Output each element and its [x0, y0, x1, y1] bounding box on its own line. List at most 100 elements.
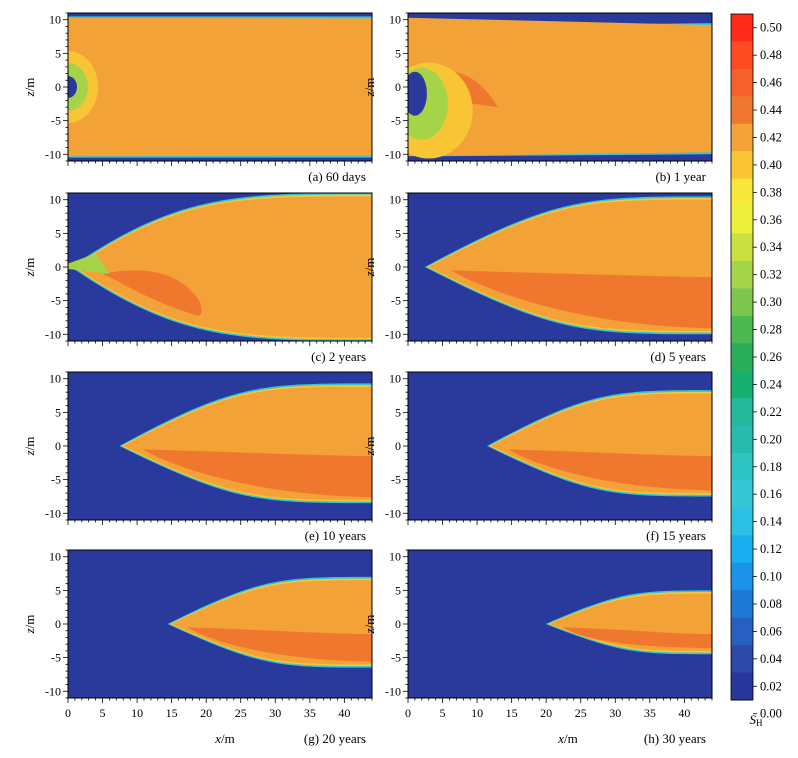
z-tick-label: -10 — [45, 506, 61, 520]
high-saturation-zone — [187, 627, 372, 662]
colorbar-swatch — [731, 645, 753, 674]
panel-g: 10 5 0 -5 -10 z/m 0 5 10 15 20 25 30 35 40 x/m (g) 20 ye… — [22, 549, 373, 746]
colorbar-tick-label: 0.42 — [760, 130, 782, 144]
z-tick-label: -10 — [45, 327, 61, 341]
colorbar-swatch — [731, 562, 753, 591]
hydrate-region — [68, 17, 372, 157]
x-tick-label: 40 — [338, 706, 350, 720]
z-tick-label: 5 — [395, 583, 401, 597]
colorbar-swatch — [731, 41, 753, 70]
colorbar-tick-label: 0.20 — [760, 432, 782, 446]
high-saturation-zone — [562, 627, 712, 649]
colorbar-swatch — [731, 425, 753, 454]
z-tick-label: -5 — [391, 294, 401, 308]
colorbar-tick-label: 0.40 — [760, 158, 782, 172]
colorbar-tick-label: 0.46 — [760, 76, 782, 90]
z-axis-label: z/m — [362, 258, 377, 278]
z-tick-label: 0 — [395, 617, 401, 631]
panel-caption: (a) 60 days — [308, 169, 366, 184]
high-saturation-zone — [102, 270, 202, 316]
z-tick-label: 5 — [395, 226, 401, 240]
hydrate-region — [74, 196, 372, 338]
x-axis-label: x/m — [557, 731, 578, 746]
colorbar-swatch — [731, 151, 753, 180]
z-tick-label: 10 — [49, 550, 61, 564]
hydrate-region — [408, 17, 712, 157]
panel-caption: (c) 2 years — [311, 349, 366, 364]
z-tick-label: -10 — [385, 327, 401, 341]
colorbar-tick-label: 0.34 — [760, 240, 783, 254]
z-tick-label: 5 — [55, 583, 61, 597]
z-tick-label: 5 — [395, 46, 401, 60]
panel-caption: (d) 5 years — [650, 349, 706, 364]
z-tick-label: -10 — [385, 147, 401, 161]
colorbar-swatch — [731, 96, 753, 125]
colorbar-tick-label: 0.08 — [760, 597, 782, 611]
z-axis-label: z/m — [362, 615, 377, 635]
colorbar-tick-label: 0.00 — [760, 707, 782, 721]
colorbar: 0.50 0.48 0.46 0.44 0.42 0.40 0.38 0.36 0.34 0.32… — [730, 13, 783, 728]
colorbar-tick-label: 0.26 — [760, 350, 782, 364]
well-zone — [68, 253, 110, 274]
colorbar-tick-label: 0.44 — [760, 103, 783, 117]
colorbar-tick-label: 0.38 — [760, 185, 782, 199]
colorbar-swatch — [731, 617, 753, 646]
z-tick-label: 0 — [395, 80, 401, 94]
z-tick-label: 10 — [389, 372, 401, 386]
z-tick-label: -5 — [391, 473, 401, 487]
z-tick-label: 0 — [55, 439, 61, 453]
x-tick-label: 35 — [304, 706, 316, 720]
z-tick-label: 0 — [55, 260, 61, 274]
colorbar-swatch — [731, 206, 753, 235]
z-tick-label: -10 — [385, 684, 401, 698]
colorbar-tick-label: 0.04 — [760, 652, 783, 666]
colorbar-swatch — [731, 590, 753, 619]
panel-h: 10 5 0 -5 -10 z/m 0 5 10 15 20 25 30 35 40 x/m (h) 30 ye… — [362, 549, 713, 746]
colorbar-tick-label: 0.36 — [760, 213, 782, 227]
panel-caption: (e) 10 years — [305, 528, 366, 543]
z-axis-label: z/m — [362, 78, 377, 98]
z-tick-label: -5 — [391, 651, 401, 665]
z-tick-label: -10 — [45, 684, 61, 698]
colorbar-swatch — [731, 343, 753, 372]
z-tick-label: 0 — [395, 439, 401, 453]
high-saturation-zone — [508, 449, 712, 491]
z-tick-label: -5 — [51, 651, 61, 665]
colorbar-swatch — [731, 233, 753, 262]
x-tick-label: 25 — [575, 706, 587, 720]
well-core — [68, 76, 77, 98]
x-tick-label: 40 — [678, 706, 690, 720]
x-tick-label: 0 — [405, 706, 411, 720]
colorbar-tick-label: 0.30 — [760, 295, 782, 309]
colorbar-swatch — [731, 14, 753, 42]
x-tick-label: 5 — [440, 706, 446, 720]
high-saturation-zone — [143, 449, 372, 498]
z-tick-label: -10 — [45, 147, 61, 161]
colorbar-swatch — [731, 315, 753, 344]
z-tick-label: 0 — [55, 80, 61, 94]
x-tick-label: 15 — [506, 706, 518, 720]
z-tick-label: 10 — [389, 13, 401, 27]
z-tick-label: 5 — [55, 405, 61, 419]
panel-c: 10 5 0 -5 -10 z/m (c) 2 years — [22, 192, 373, 364]
panel-f: 10 5 0 -5 -10 z/m (f) 15 years — [362, 371, 713, 543]
z-tick-label: 10 — [389, 193, 401, 207]
colorbar-swatch — [731, 178, 753, 207]
panel-caption: (g) 20 years — [304, 731, 366, 746]
colorbar-tick-label: 0.02 — [760, 679, 782, 693]
z-tick-label: -5 — [51, 114, 61, 128]
x-tick-label: 30 — [269, 706, 281, 720]
z-axis-label: z/m — [22, 258, 37, 278]
x-axis-label: x/m — [214, 731, 235, 746]
panel-b: 10 5 0 -5 -10 z/m (b) 1 year — [362, 12, 713, 184]
colorbar-tick-label: 0.28 — [760, 323, 782, 337]
x-tick-label: 0 — [65, 706, 71, 720]
z-tick-label: 5 — [55, 46, 61, 60]
z-tick-label: 5 — [395, 405, 401, 419]
colorbar-swatch — [731, 453, 753, 481]
colorbar-swatch — [731, 507, 753, 536]
colorbar-tick-label: 0.16 — [760, 487, 782, 501]
z-tick-label: -5 — [51, 294, 61, 308]
panel-caption: (h) 30 years — [644, 731, 706, 746]
z-tick-label: 0 — [55, 617, 61, 631]
